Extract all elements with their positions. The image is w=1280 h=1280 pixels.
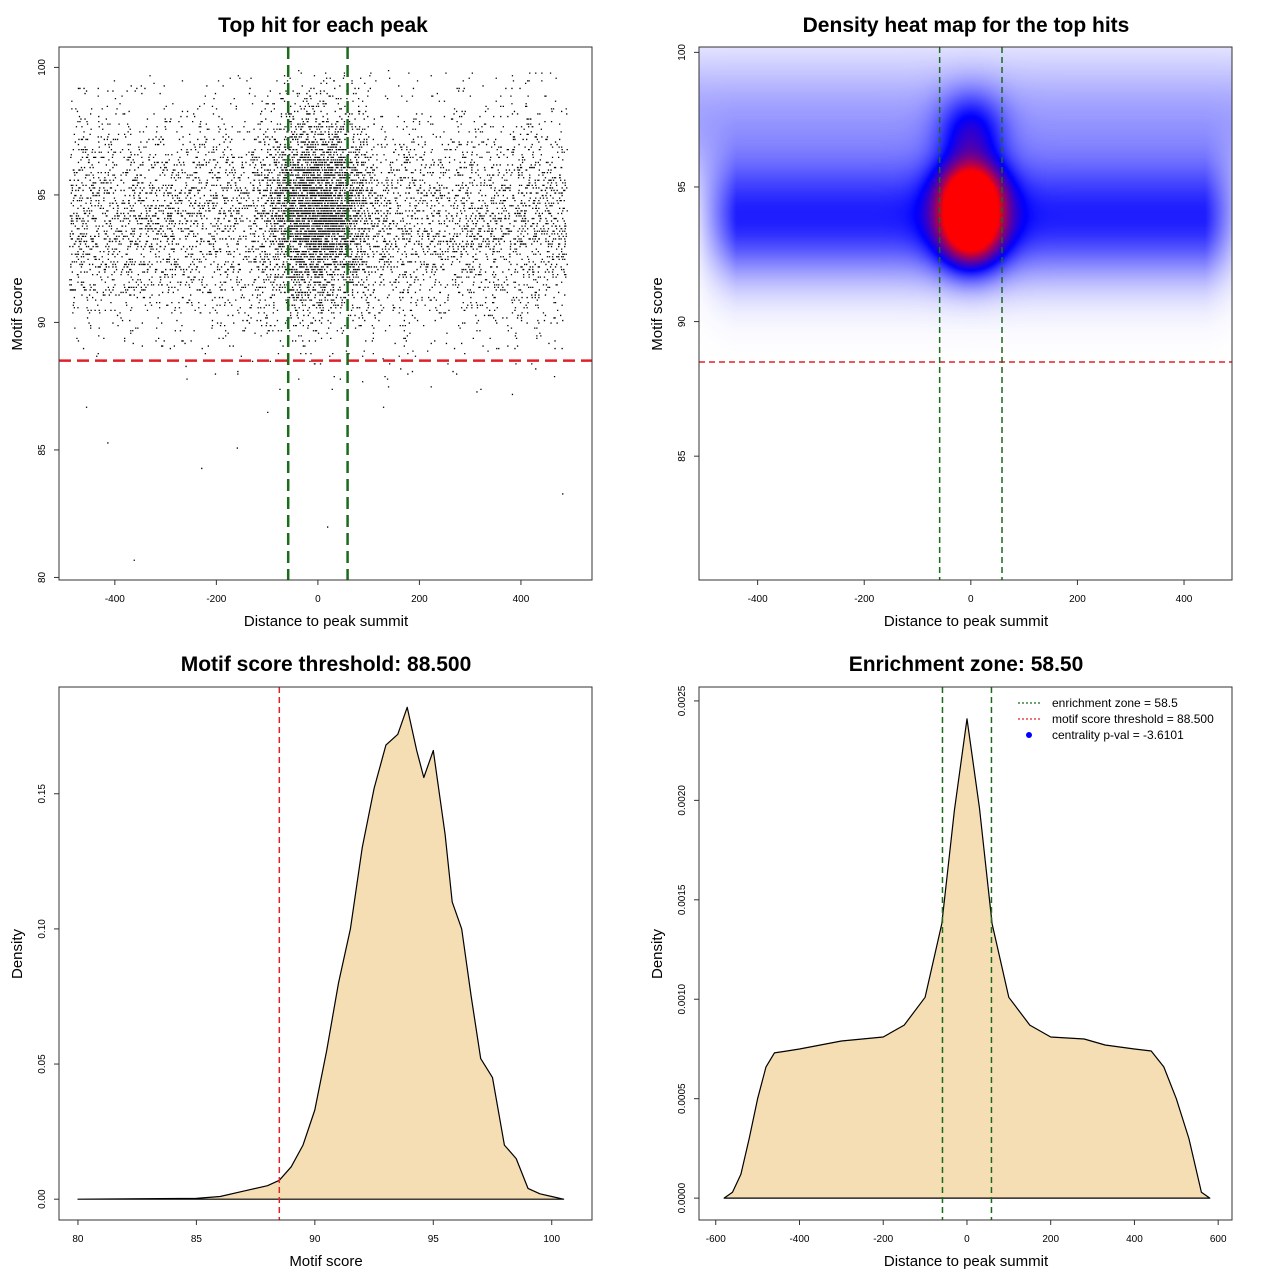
scatter-plot-frame (58, 46, 593, 581)
heatmap-xlabel: Distance to peak summit (884, 613, 1049, 630)
scatter-ticks: -400 -200 0 200 400 80 85 90 95 100 (37, 59, 530, 605)
x-tick-label: -200 (854, 594, 874, 605)
y-tick-label: 100 (677, 44, 688, 61)
y-tick-label: 0.0000 (677, 1182, 688, 1213)
x-tick-label: -600 (706, 1234, 726, 1245)
heatmap-ylabel: Motif score (649, 277, 666, 350)
legend-label-centrality: centrality p-val = -3.6101 (1052, 728, 1184, 742)
x-tick-label: 600 (1210, 1234, 1227, 1245)
x-tick-label: 85 (191, 1234, 203, 1245)
score-density-plot-frame (58, 686, 593, 1221)
heatmap-plot-frame (698, 46, 1233, 581)
y-tick-label: 0.0010 (677, 984, 688, 1015)
x-tick-label: 90 (309, 1234, 321, 1245)
y-tick-label: 0.0025 (677, 685, 688, 716)
legend-label-threshold: motif score threshold = 88.500 (1052, 712, 1214, 726)
x-tick-label: 200 (1042, 1234, 1059, 1245)
x-tick-label: 400 (1126, 1234, 1143, 1245)
legend-label-enrichment: enrichment zone = 58.5 (1052, 696, 1178, 710)
panel-distance-density: Enrichment zone: 58.50 Distance to peak … (649, 653, 1233, 1270)
heatmap-ticks: -400 -200 0 200 400 85 90 95 100 (677, 44, 1193, 605)
x-tick-label: -400 (748, 594, 768, 605)
scatter-xlabel: Distance to peak summit (244, 613, 409, 630)
y-tick-label: 0.0005 (677, 1083, 688, 1114)
y-tick-label: 85 (677, 450, 688, 462)
score-density-ylabel: Density (9, 928, 26, 979)
distance-density-ticks: -600 -400 -200 0 200 400 600 0.0000 0.0005 0.0010… (677, 685, 1227, 1245)
distance-density-plot-frame (698, 686, 1233, 1221)
y-tick-label: 0.05 (37, 1054, 48, 1074)
x-tick-label: 400 (513, 594, 530, 605)
x-tick-label: -400 (105, 594, 125, 605)
x-tick-label: 200 (1069, 594, 1086, 605)
panel-scatter: Top hit for each peak Distance to peak s… (9, 14, 593, 630)
y-tick-label: 0.00 (37, 1189, 48, 1209)
y-tick-label: 90 (677, 316, 688, 328)
distance-density-reference-lines (941, 687, 993, 1220)
distance-density-xlabel: Distance to peak summit (884, 1253, 1049, 1270)
x-tick-label: 95 (428, 1234, 440, 1245)
x-tick-label: -400 (789, 1234, 809, 1245)
x-tick-label: 0 (968, 594, 974, 605)
y-tick-label: 80 (37, 571, 48, 583)
score-density-xlabel: Motif score (289, 1253, 362, 1270)
heatmap-image (699, 47, 1232, 580)
x-tick-label: 0 (315, 594, 321, 605)
scatter-title: Top hit for each peak (218, 14, 428, 37)
y-tick-label: 90 (37, 316, 48, 328)
x-tick-label: 400 (1176, 594, 1193, 605)
y-tick-label: 95 (37, 189, 48, 201)
x-tick-label: 100 (543, 1234, 560, 1245)
y-tick-label: 0.15 (37, 784, 48, 804)
x-tick-label: -200 (873, 1234, 893, 1245)
x-tick-label: 200 (411, 594, 428, 605)
distance-density-legend: enrichment zone = 58.5 motif score thres… (1018, 696, 1214, 742)
y-tick-label: 85 (37, 444, 48, 456)
y-tick-label: 100 (37, 59, 48, 76)
panel-score-density: Motif score threshold: 88.500 Motif scor… (9, 653, 593, 1270)
y-tick-label: 0.0015 (677, 884, 688, 915)
x-tick-label: 0 (964, 1234, 970, 1245)
heatmap-title: Density heat map for the top hits (803, 14, 1130, 37)
score-density-curve (77, 706, 565, 1200)
y-tick-label: 0.10 (37, 919, 48, 939)
legend-swatch-centrality (1026, 732, 1032, 738)
x-tick-label: -200 (206, 594, 226, 605)
distance-density-title: Enrichment zone: 58.50 (849, 653, 1084, 676)
distance-density-ylabel: Density (649, 928, 666, 979)
distance-density-curve (723, 718, 1211, 1199)
score-density-ticks: 80 85 90 95 100 0.00 0.05 0.10 0.15 (37, 784, 561, 1245)
panel-heatmap: Density heat map for the top hits Distan… (649, 14, 1233, 630)
scatter-point-cloud (69, 70, 568, 561)
heatmap-reference-lines (699, 47, 1232, 580)
x-tick-label: 80 (72, 1234, 84, 1245)
scatter-ylabel: Motif score (9, 277, 26, 350)
score-density-title: Motif score threshold: 88.500 (181, 653, 472, 676)
y-tick-label: 0.0020 (677, 785, 688, 816)
y-tick-label: 95 (677, 181, 688, 193)
scatter-points (69, 70, 568, 561)
